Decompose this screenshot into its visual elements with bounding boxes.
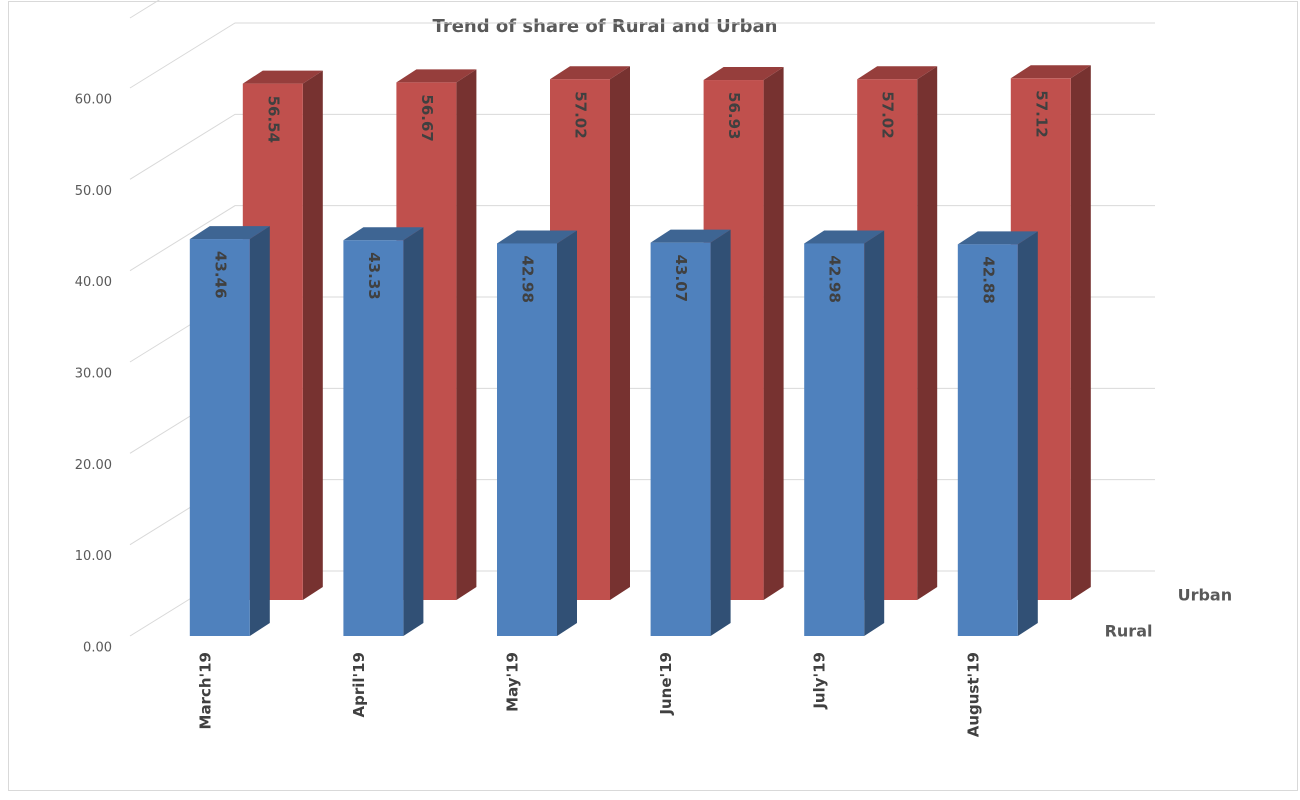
bar xyxy=(189,239,250,636)
grid-line xyxy=(129,205,1155,272)
bar-side xyxy=(249,226,270,636)
bar-side xyxy=(917,66,938,600)
data-label: 57.02 xyxy=(572,91,590,138)
x-tick-label: June'19 xyxy=(657,652,675,716)
bar-side xyxy=(456,69,477,600)
bar xyxy=(650,242,711,637)
bar-side xyxy=(302,70,323,601)
bar-side xyxy=(763,67,784,601)
x-tick-label: March'19 xyxy=(196,652,214,729)
x-tick-label: May'19 xyxy=(504,652,522,712)
data-label: 42.88 xyxy=(979,256,997,303)
data-label: 42.98 xyxy=(826,255,844,302)
grid-line xyxy=(129,113,1155,180)
bar-top xyxy=(550,66,630,80)
data-label: 43.33 xyxy=(365,252,383,299)
bar-side xyxy=(864,230,885,636)
bar xyxy=(804,243,865,636)
data-label: 43.46 xyxy=(211,251,229,298)
bar-top xyxy=(857,66,938,80)
y-tick-label: 40.00 xyxy=(75,275,112,290)
bar-side xyxy=(403,227,424,636)
grid-line xyxy=(129,22,1155,89)
data-label: 42.98 xyxy=(519,255,537,302)
bar-top xyxy=(703,67,784,81)
data-label: 43.07 xyxy=(672,255,690,302)
bar-top xyxy=(804,230,885,244)
y-tick-label: 30.00 xyxy=(75,367,112,382)
bar xyxy=(343,240,404,636)
y-tick-label: 60.00 xyxy=(75,93,112,108)
bar-side xyxy=(710,229,731,637)
series-label: Rural xyxy=(1105,622,1153,641)
bars: 56.54 56.67 57.02 56.93 57.02 57.12 Urban 43.46… xyxy=(189,65,1233,737)
bar-side xyxy=(557,230,577,636)
bar xyxy=(957,244,1018,636)
bar-top xyxy=(242,70,323,84)
bar-side xyxy=(1017,231,1038,636)
bar-top xyxy=(497,230,577,244)
series-label: Urban xyxy=(1178,586,1233,605)
grid: 0.00 10.00 20.00 30.00 40.00 50.00 60.00 xyxy=(75,0,1155,656)
data-label: 56.67 xyxy=(418,94,436,141)
y-tick-label: 50.00 xyxy=(75,184,112,199)
x-tick-label: July'19 xyxy=(811,652,829,710)
bar-top xyxy=(650,229,731,243)
y-tick-label: 20.00 xyxy=(75,458,112,473)
x-tick-label: April'19 xyxy=(350,652,368,718)
y-tick-label: 0.00 xyxy=(83,641,112,656)
data-label: 57.12 xyxy=(1032,90,1050,137)
data-label: 56.54 xyxy=(264,96,282,143)
bar-top xyxy=(1010,65,1091,79)
data-label: 56.93 xyxy=(725,92,743,139)
bar-top xyxy=(957,231,1038,245)
bar-top xyxy=(343,227,424,241)
y-tick-label: 10.00 xyxy=(75,549,112,564)
bar-side xyxy=(1070,65,1091,600)
chart-title: Trend of share of Rural and Urban xyxy=(433,16,778,37)
bar-side xyxy=(610,66,630,600)
data-label: 57.02 xyxy=(879,91,897,138)
x-tick-label: August'19 xyxy=(964,652,982,737)
bar xyxy=(497,243,557,636)
bar-top xyxy=(396,69,477,83)
bar-top xyxy=(189,226,270,240)
